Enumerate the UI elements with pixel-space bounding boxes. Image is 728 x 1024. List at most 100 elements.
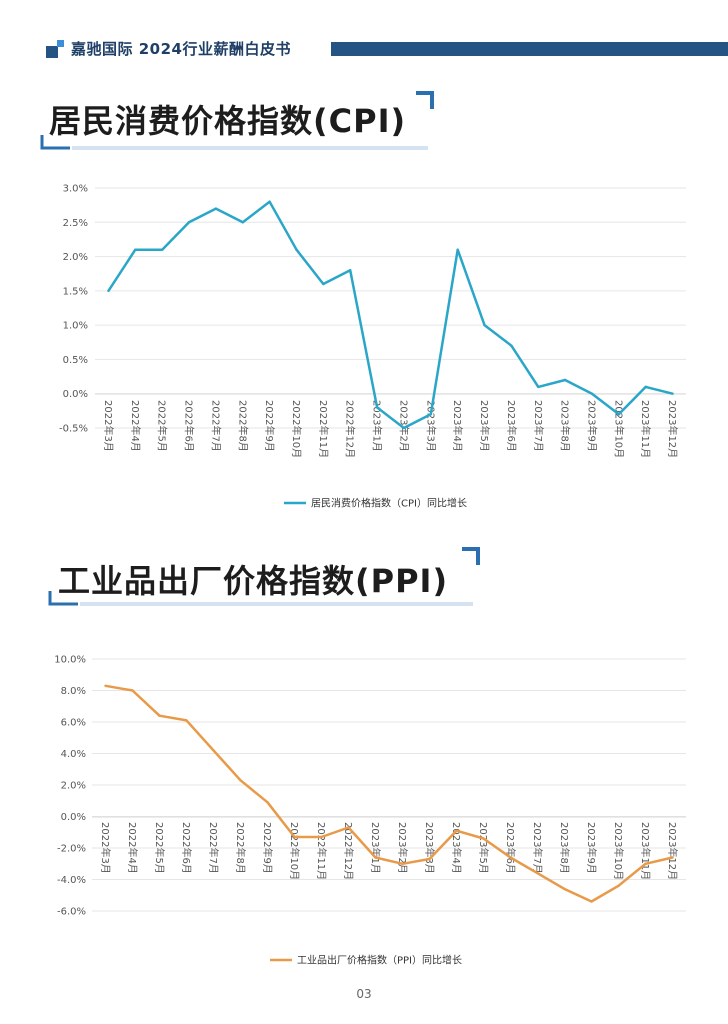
ppi-x-tick-label: 2023年10月 [612,822,625,880]
header-title: 嘉驰国际 2024行业薪酬白皮书 [71,40,291,58]
cpi-data-point [241,221,244,224]
cpi-y-tick-label: 1.5% [63,286,88,297]
ppi-data-point [428,857,431,861]
cpi-data-point [107,289,110,293]
cpi-data-point [295,248,298,251]
cpi-data-point [483,323,486,327]
ppi-x-tick-label: 2023年7月 [531,822,544,874]
ppi-title-decoration [48,547,480,606]
cpi-x-tick-label: 2023年7月 [532,400,545,452]
ppi-data-point [401,862,404,865]
ppi-data-point [131,689,134,692]
cpi-data-point [268,200,271,203]
ppi-data-point [671,856,674,859]
ppi-y-tick-label: -4.0% [57,875,86,886]
ppi-x-tick-label: 2023年8月 [558,822,571,874]
ppi-data-point [293,835,296,839]
cpi-x-tick-label: 2022年12月 [344,400,357,458]
cpi-x-tick-label: 2023年6月 [505,400,518,452]
cpi-data-point [429,413,432,416]
cpi-x-tick-label: 2023年9月 [585,400,598,452]
cpi-data-point [402,426,406,430]
cpi-chart: 3.0% 2.5% 2.0% 1.5% 1.0% 0.5% 0.0% -0.5% 2022年3月… [59,184,686,510]
cpi-series-line [107,200,673,430]
ppi-data-point [536,872,539,875]
ppi-x-tick-label: 2022年11月 [315,822,328,880]
ppi-data-point [617,884,620,887]
ppi-data-point [590,900,593,903]
ppi-x-tick-label: 2023年6月 [504,822,517,874]
ppi-y-tick-label: 4.0% [61,749,86,760]
ppi-data-point [347,826,350,829]
ppi-data-point [320,835,323,839]
cpi-x-tick-label: 2022年7月 [209,400,222,452]
cpi-y-tick-label: 0.5% [63,355,88,366]
cpi-data-point [671,392,674,395]
ppi-y-tick-label: 8.0% [61,686,86,697]
ppi-x-tick-label: 2022年4月 [126,822,139,874]
ppi-data-point [266,801,269,804]
ppi-x-tick-label: 2022年8月 [234,822,247,874]
cpi-data-point [510,344,513,347]
cpi-x-tick-label: 2023年12月 [666,400,679,458]
cpi-y-tick-label: 3.0% [63,184,88,195]
cpi-x-tick-label: 2022年3月 [102,400,115,452]
cpi-x-tick-label: 2022年6月 [183,400,196,452]
ppi-y-tick-label: 10.0% [54,655,86,666]
ppi-x-tick-label: 2022年5月 [153,822,166,874]
cpi-x-tick-label: 2023年4月 [451,400,464,452]
ppi-x-tick-label: 2022年9月 [261,822,274,874]
cpi-x-tick-label: 2023年10月 [612,400,625,458]
ppi-x-tick-label: 2023年9月 [585,822,598,874]
cpi-data-point [590,392,594,395]
ppi-x-tick-label: 2023年5月 [477,822,490,874]
cpi-x-tick-label: 2023年3月 [424,400,437,452]
ppi-data-point [455,829,458,832]
cpi-data-point [187,221,191,224]
cpi-data-point [322,282,325,286]
ppi-x-tick-label: 2023年12月 [666,822,679,880]
ppi-x-tick-label: 2022年3月 [99,822,112,874]
cpi-data-point [349,269,352,272]
cpi-x-tick-label: 2022年11月 [317,400,330,458]
header-bar [331,42,728,56]
ppi-x-tick-label: 2022年7月 [207,822,220,874]
page-header: 嘉驰国际 2024行业薪酬白皮书 [0,36,728,62]
ppi-x-tick-label: 2022年12月 [342,822,355,880]
cpi-x-tick-label: 2022年5月 [156,400,169,452]
cpi-y-tick-label: 2.5% [63,218,88,229]
ppi-chart: 10.0% 8.0% 6.0% 4.0% 2.0% 0.0% -2.0% -4.0% -6.0%… [54,655,686,967]
cpi-x-tick-label: 2023年2月 [397,400,410,452]
cpi-x-tick-label: 2023年11月 [639,400,652,458]
cpi-x-tick-label: 2022年4月 [129,400,142,452]
cpi-x-tick-label: 2022年8月 [236,400,249,452]
ppi-data-point [374,856,377,859]
cpi-title-decoration [40,91,434,150]
ppi-section-title: 工业品出厂价格指数(PPI) [58,562,449,600]
cpi-legend-label: 居民消费价格指数（CPI）同比增长 [311,497,467,510]
ppi-y-tick-label: 6.0% [61,718,86,729]
cpi-x-tick-label: 2023年8月 [559,400,572,452]
ppi-data-point [509,856,512,859]
ppi-data-point [104,684,107,687]
brand-logo-icon [46,40,64,58]
cpi-data-point [375,406,379,409]
cpi-x-tick-label: 2023年1月 [371,400,384,452]
cpi-data-point [160,248,164,251]
cpi-data-point [563,378,567,382]
ppi-x-tick-label: 2023年3月 [423,822,436,874]
cpi-data-point [214,207,218,210]
cpi-y-tick-label: 0.0% [63,389,88,400]
cpi-y-tick-label: 2.0% [63,252,88,263]
ppi-data-point [158,714,161,717]
cpi-y-tick-label: 1.0% [63,321,88,332]
cpi-x-tick-label: 2022年10月 [290,400,303,458]
cpi-data-point [134,248,137,251]
ppi-data-point [482,837,485,840]
ppi-x-tick-label: 2022年6月 [180,822,193,874]
ppi-x-tick-label: 2023年11月 [639,822,652,880]
ppi-x-tick-label: 2023年1月 [369,822,382,874]
ppi-x-tick-label: 2023年2月 [396,822,409,874]
page-number: 03 [356,987,372,1001]
